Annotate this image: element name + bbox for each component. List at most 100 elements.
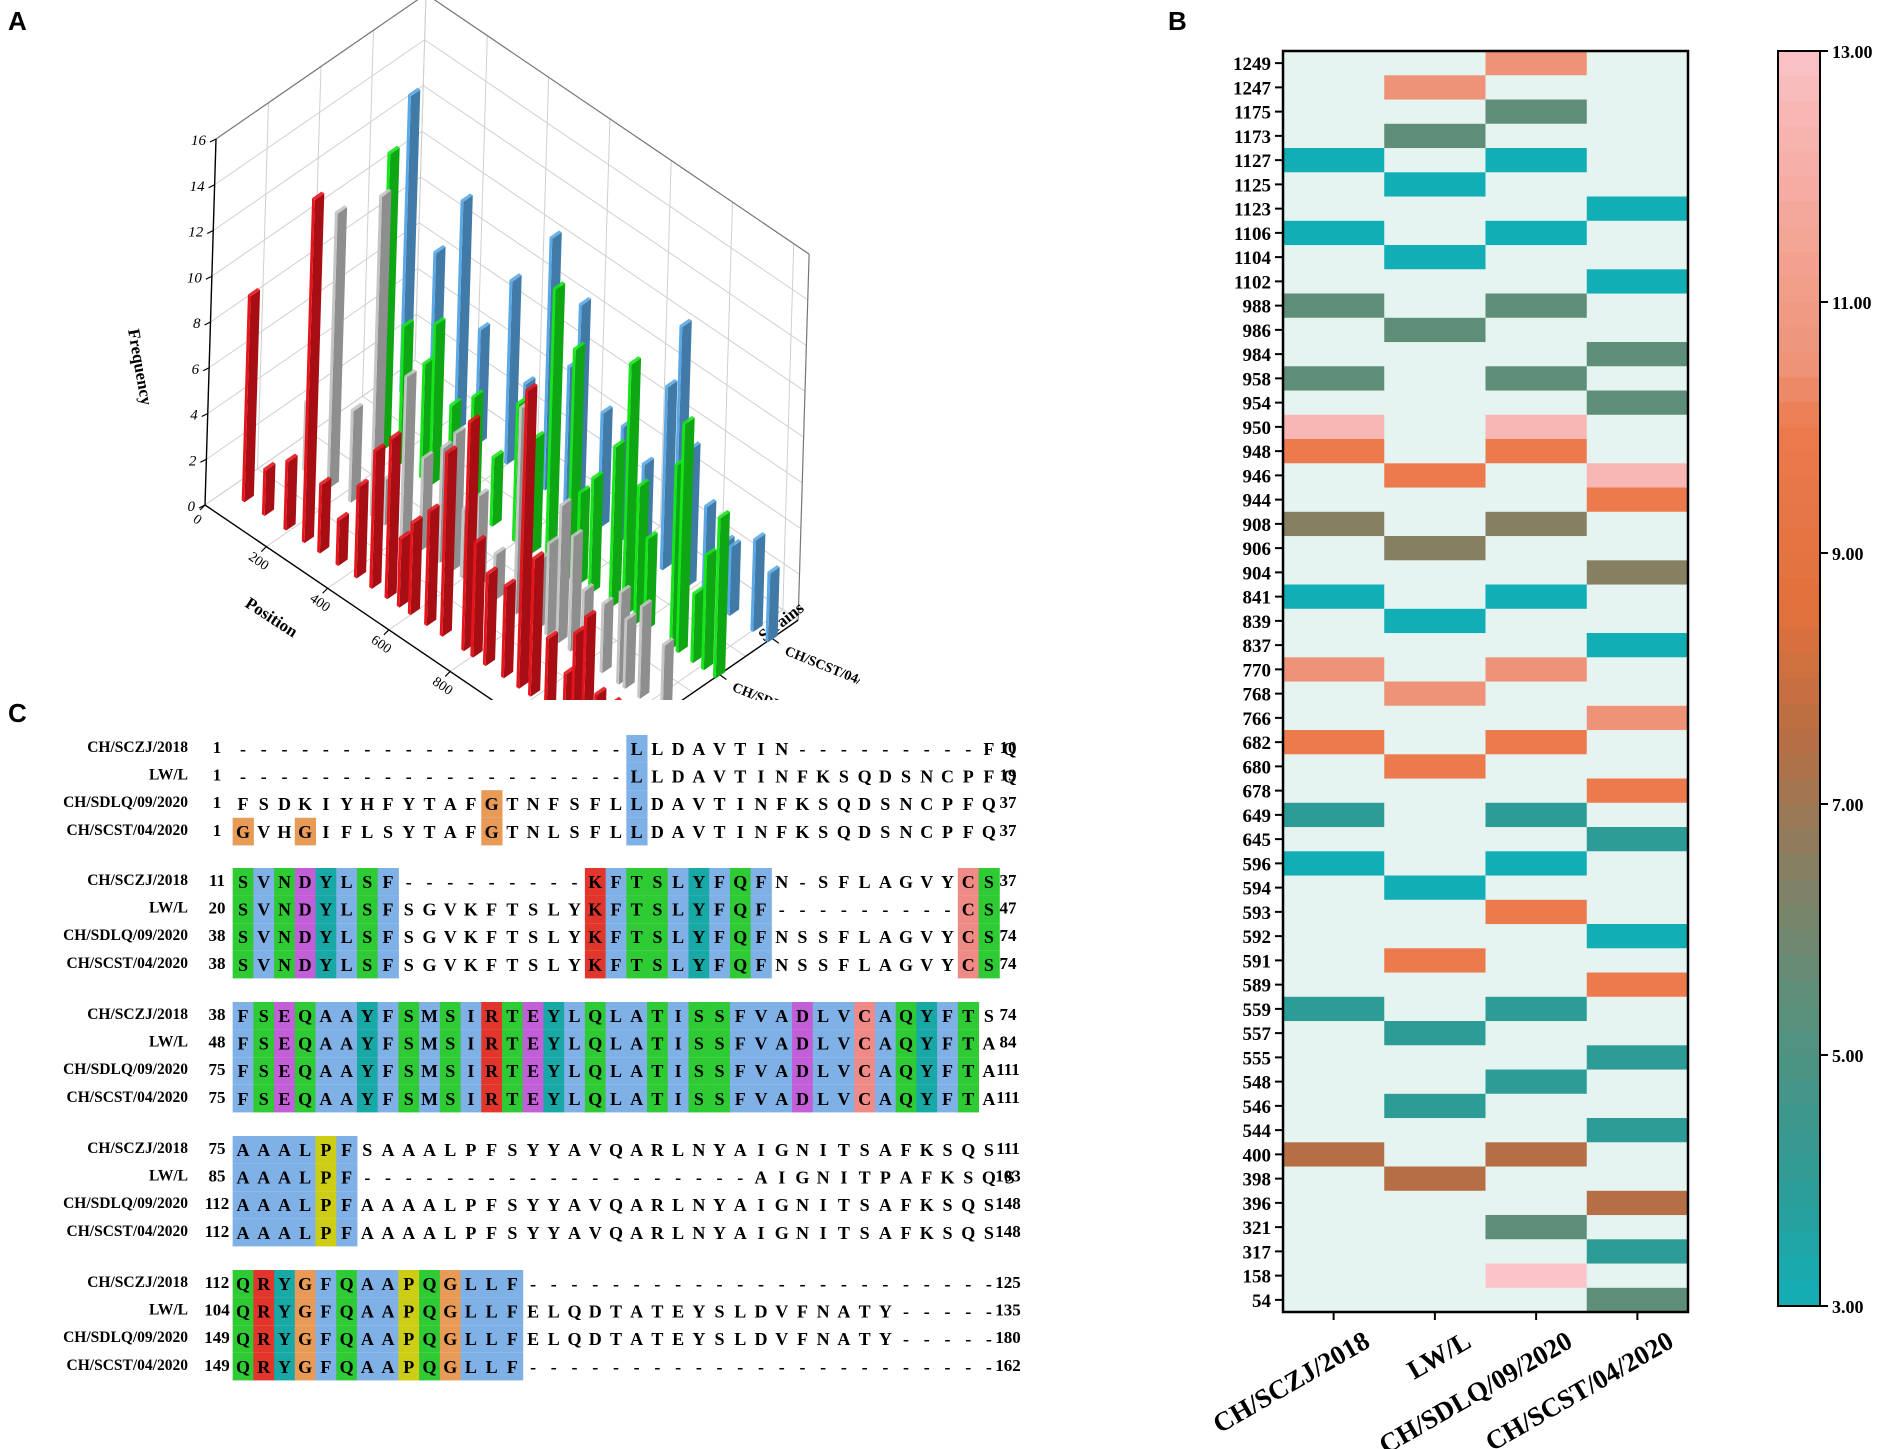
residue: S: [860, 1195, 870, 1215]
residue: A: [775, 1061, 788, 1081]
residue: T: [859, 1168, 871, 1188]
colorbar-segment: [1778, 51, 1820, 77]
residue-bg: [957, 950, 980, 979]
residue-bg: [874, 1084, 897, 1113]
sequence-name: CH/SDLQ/09/2020: [63, 1061, 188, 1078]
colorbar-segment: [1778, 929, 1820, 956]
residue: N: [817, 1329, 830, 1349]
bar-CH/SCZJ/2018: [439, 451, 448, 637]
residue-bg: [688, 895, 710, 924]
residue: L: [569, 1089, 581, 1109]
sequence-name: CH/SDLQ/09/2020: [63, 1329, 188, 1346]
bar-side: [753, 534, 766, 632]
residue: -: [468, 1168, 474, 1188]
residue: -: [675, 1357, 681, 1377]
residue: F: [383, 1034, 394, 1054]
bar-side: [663, 639, 675, 700]
residue: D: [755, 1302, 768, 1322]
alignment-row: CH/SCZJ/2018 1- - - - - - - - - - - - - - - - - - - L L D A V T I N…: [87, 735, 1017, 763]
residue: Y: [340, 794, 353, 814]
residue: F: [486, 1195, 497, 1215]
bar-CH/SCZJ/2018: [501, 585, 507, 679]
colorbar-segment: [1778, 904, 1820, 931]
bar-CH/SCZJ/2018: [461, 420, 471, 652]
wall-gridline: [418, 222, 803, 484]
residue-bg: [564, 1057, 586, 1085]
z-tick-label: 16: [191, 133, 207, 149]
residue: -: [634, 1357, 640, 1377]
residue: -: [862, 739, 868, 759]
residue-bg: [626, 735, 648, 763]
start-number: 38: [209, 926, 226, 945]
colorbar-tick-label: 3.00: [1832, 1297, 1864, 1317]
colorbar-segment: [1778, 1155, 1820, 1182]
residue: Y: [547, 1195, 560, 1215]
residue: -: [613, 767, 619, 787]
residue: L: [631, 822, 643, 842]
residue: S: [238, 872, 248, 892]
residue: I: [675, 1006, 682, 1026]
residue: S: [652, 955, 662, 975]
bar-top: [753, 532, 766, 541]
residue-bg: [729, 1057, 752, 1085]
residue-bg: [294, 1218, 317, 1247]
residue: Y: [278, 1357, 291, 1377]
bar-top: [389, 430, 402, 440]
residue: I: [467, 1034, 474, 1054]
residue: T: [506, 955, 518, 975]
residue-bg: [667, 1029, 689, 1058]
residue: Y: [692, 927, 705, 947]
residue: G: [443, 1302, 457, 1322]
residue: D: [589, 1329, 602, 1349]
residue: -: [924, 1357, 930, 1377]
residue: Y: [713, 1195, 726, 1215]
alignment-row: CH/SDLQ/09/2020 75 F S E Q A A Y F S M S I R T E Y L Q L A T I S…: [63, 1057, 1020, 1085]
row-label: 593: [1243, 903, 1272, 924]
z-tick: [201, 412, 209, 418]
end-number: 180: [995, 1328, 1021, 1347]
bar-CH/SCZJ/2018: [301, 198, 315, 544]
residue: -: [468, 739, 474, 759]
residue: -: [820, 1274, 826, 1294]
heatmap-cell: [1485, 293, 1587, 318]
residue: L: [548, 955, 560, 975]
bar-top: [334, 205, 348, 214]
residue: -: [489, 872, 495, 892]
residue: A: [444, 822, 457, 842]
bar-top: [571, 528, 584, 538]
residue: F: [735, 1034, 746, 1054]
residue: Y: [713, 1223, 726, 1243]
residue-bg: [377, 868, 399, 896]
residue: G: [443, 1274, 457, 1294]
residue: -: [426, 739, 432, 759]
residue: -: [572, 1168, 578, 1188]
residue: Y: [692, 1329, 705, 1349]
residue-bg: [336, 923, 358, 951]
residue: Y: [361, 1006, 374, 1026]
residue: A: [257, 1195, 270, 1215]
residue: -: [240, 767, 246, 787]
residue: A: [672, 794, 685, 814]
colorbar-segment: [1778, 477, 1820, 504]
z-tick: [209, 138, 217, 143]
residue: A: [319, 1061, 332, 1081]
residue: S: [404, 927, 414, 947]
bar-top: [645, 530, 658, 540]
residue: S: [860, 1140, 870, 1160]
residue: G: [422, 955, 436, 975]
residue: F: [507, 1274, 518, 1294]
residue: V: [257, 900, 270, 920]
bar-top: [460, 193, 473, 202]
residue: S: [715, 1006, 725, 1026]
residue: Y: [568, 927, 581, 947]
residue: I: [820, 1195, 827, 1215]
residue: F: [238, 1061, 249, 1081]
residue: Q: [609, 1223, 623, 1243]
residue-bg: [315, 1270, 337, 1298]
residue: N: [796, 1223, 809, 1243]
residue: A: [630, 1223, 643, 1243]
residue: -: [426, 1168, 432, 1188]
residue: -: [799, 1274, 805, 1294]
residue: L: [548, 1329, 560, 1349]
residue: -: [509, 767, 515, 787]
